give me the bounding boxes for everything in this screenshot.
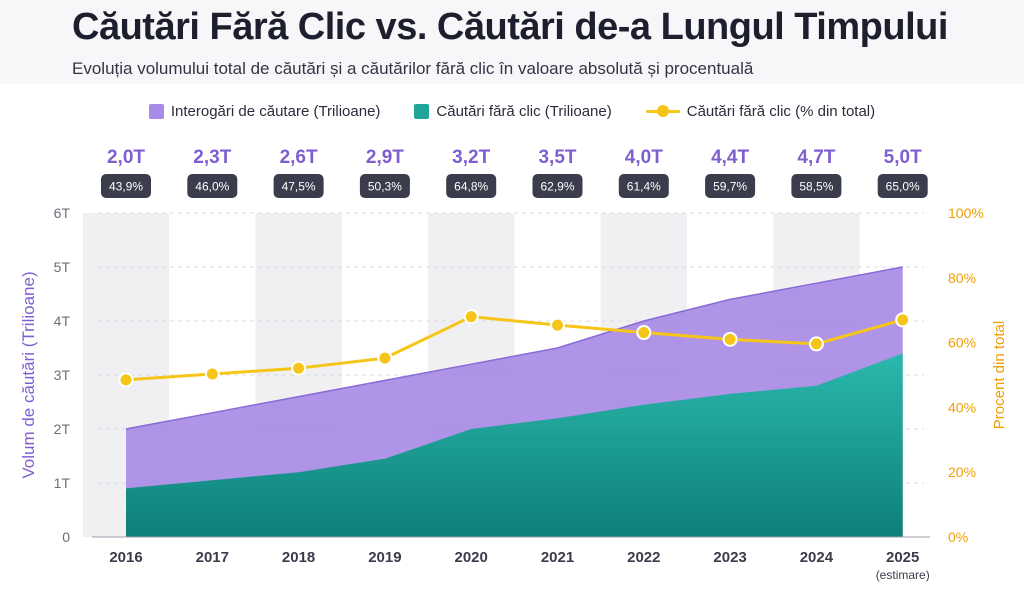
percent-point-2016: [118, 372, 134, 388]
area-series: [125, 266, 903, 537]
percent-badge-label-2025: 65,0%: [886, 180, 920, 194]
percent-badge-2016: [101, 174, 151, 198]
legend-item-percent: Căutări fără clic (% din total): [645, 103, 876, 120]
top-labels: 2,0T 2,3T 2,6T 2,9T 3,2T 3,5T 4,0T 4,4T 4,7T 5,0T…: [101, 147, 928, 198]
legend-item-zero-click: Căutări fără clic (Trilioane): [414, 103, 612, 120]
legend: Interogări de căutare (Trilioane) Căutăr…: [0, 103, 1024, 120]
percent-badge-label-2016: 43,9%: [109, 180, 143, 194]
legend-swatch-percent: [645, 104, 680, 119]
percent-point-2025: [895, 312, 911, 328]
y-left-axis-title: Volum de căutări (Trilioane): [19, 271, 38, 478]
y-left-tick-label: 5T: [54, 259, 71, 275]
x-tick-label-2019: 2019: [368, 549, 401, 566]
y-right-tick-label: 100%: [948, 205, 984, 221]
x-tick-label-2025: 2025: [886, 549, 919, 566]
percent-point-2023: [722, 331, 738, 347]
percent-line-path: [125, 315, 904, 382]
legend-swatch-total: [148, 104, 164, 119]
axes: 0 1T 2T 3T 4T 5T 6T 0% 20% 40% 60% 80% 100% 2016 2017 2…: [19, 205, 1008, 582]
percent-badge-label-2020: 64,8%: [454, 180, 488, 194]
total-value-label-2021: 3,5T: [538, 147, 576, 168]
percent-point-2021: [550, 317, 565, 333]
percent-point-2019: [377, 350, 393, 366]
chart-title: Căutări Fără Clic vs. Căutări de-a Lungu…: [72, 6, 948, 48]
total-value-label-2025: 5,0T: [884, 147, 922, 168]
x-tick-label-2022: 2022: [627, 549, 660, 566]
percent-badge-2020: [446, 174, 497, 198]
x-tick-label-2023: 2023: [713, 549, 746, 566]
y-left-tick-label: 3T: [54, 367, 71, 383]
y-left-tick-label: 2T: [54, 421, 71, 437]
percent-point-2020: [463, 309, 479, 325]
percent-badge-label-2017: 46,0%: [195, 180, 229, 194]
y-left-tick-label: 6T: [54, 205, 71, 221]
y-right-tick-label: 80%: [948, 270, 976, 286]
y-right-tick-label: 40%: [948, 399, 976, 415]
total-value-label-2022: 4,0T: [625, 147, 663, 168]
header-band: [0, 0, 1024, 84]
y-right-tick-label: 60%: [948, 335, 976, 351]
x-tick-label-2021: 2021: [541, 549, 574, 566]
total-value-label-2023: 4,4T: [711, 147, 749, 168]
percent-badge-label-2019: 50,3%: [368, 180, 402, 194]
legend-item-total: Interogări de căutare (Trilioane): [148, 103, 381, 120]
percent-badge-2017: [187, 174, 238, 198]
y-right-axis-title: Procent din total: [991, 321, 1008, 429]
total-value-label-2019: 2,9T: [366, 147, 404, 168]
percent-badge-label-2022: 61,4%: [627, 180, 661, 194]
y-left-tick-label: 1T: [54, 475, 71, 491]
percent-point-2018: [291, 360, 307, 376]
percent-badge-label-2024: 58,5%: [799, 180, 833, 194]
percent-point-2022: [636, 325, 652, 341]
percent-point-2024: [808, 336, 824, 352]
legend-label-zero-click: Căutări fără clic (Trilioane): [436, 103, 612, 120]
percent-badge-label-2021: 62,9%: [540, 180, 574, 194]
total-value-label-2018: 2,6T: [280, 147, 318, 168]
area-total-edge: [125, 266, 903, 430]
chart-subtitle: Evoluția volumului total de căutări și a…: [72, 59, 754, 78]
total-value-label-2020: 3,2T: [452, 147, 490, 168]
legend-label-percent: Căutări fără clic (% din total): [686, 103, 876, 120]
x-tick-label-2018: 2018: [282, 549, 315, 566]
legend-label-total: Interogări de căutare (Trilioane): [170, 103, 381, 120]
total-value-label-2024: 4,7T: [797, 147, 835, 168]
percent-badge-2023: [705, 174, 756, 198]
x-tick-label-2020: 2020: [455, 549, 488, 566]
percent-badge-label-2023: 59,7%: [713, 180, 747, 194]
total-value-label-2016: 2,0T: [107, 147, 145, 168]
percent-badge-2025: [877, 174, 928, 198]
area-zero-click-searches: [126, 353, 903, 537]
legend-swatch-zero-click: [414, 104, 430, 119]
x-tick-label-2017: 2017: [196, 549, 229, 566]
y-right-tick-label: 0%: [948, 529, 968, 545]
x-tick-note: (estimare): [876, 568, 930, 582]
percent-badge-2022: [618, 174, 669, 198]
percent-badge-2019: [359, 174, 410, 198]
percent-badge-2021: [532, 174, 583, 198]
total-value-label-2017: 2,3T: [193, 147, 231, 168]
percent-badge-2024: [791, 174, 842, 198]
percent-point-2017: [204, 366, 220, 382]
percent-badge-label-2018: 47,5%: [282, 180, 316, 194]
y-right-tick-label: 20%: [948, 464, 976, 480]
y-left-tick-label: 4T: [54, 313, 71, 329]
x-tick-label-2016: 2016: [109, 549, 142, 566]
percent-badge-2018: [273, 174, 324, 198]
percent-line: [118, 309, 911, 388]
x-tick-label-2024: 2024: [800, 549, 834, 566]
y-left-tick-label: 0: [62, 529, 70, 545]
